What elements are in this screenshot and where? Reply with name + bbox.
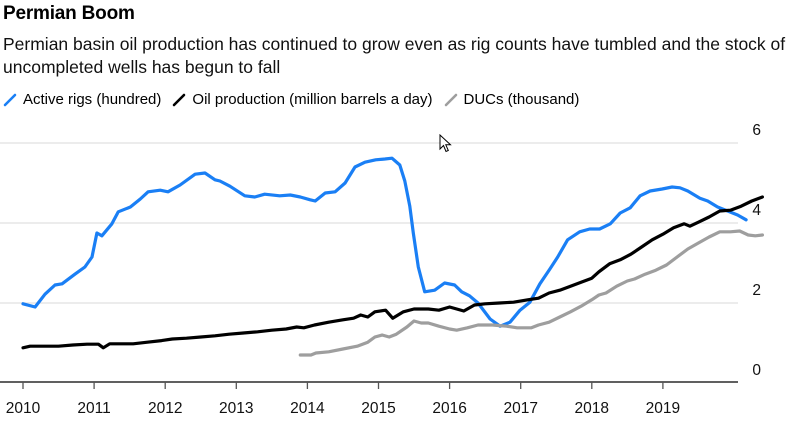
legend-label: DUCs (thousand): [463, 91, 580, 108]
x-tick-label: 2011: [77, 400, 110, 417]
line-swatch-icon: [444, 93, 457, 106]
x-axis: 2010 2011 2012 2013 2014 2015 2016 2017 2018 2019: [0, 381, 738, 417]
gridlines: [0, 142, 738, 304]
x-tick-label: 2018: [575, 400, 609, 417]
x-tick-label: 2017: [503, 400, 537, 417]
line-swatch-icon: [173, 93, 186, 106]
x-tick-label: 2016: [432, 400, 466, 417]
x-tick-label: 2019: [646, 400, 680, 417]
y-axis-labels: 0 2 4 6: [752, 122, 761, 379]
series-line-rigs: [21, 156, 748, 328]
x-tick-label: 2015: [361, 400, 395, 417]
x-tick-label: 2012: [148, 400, 182, 417]
y-tick-label: 2: [752, 282, 761, 299]
series-lines: [21, 156, 764, 357]
series-line-ducs: [298, 229, 764, 357]
line-swatch-icon: [3, 93, 17, 106]
x-tick-label: 2014: [290, 400, 325, 417]
legend-item-rigs: Active rigs (hundred): [3, 91, 161, 108]
series-line-oil-production: [21, 195, 764, 350]
chart-title: Permian Boom: [3, 3, 135, 24]
y-tick-label: 4: [752, 202, 761, 219]
legend-label: Oil production (million barrels a day): [192, 91, 433, 108]
x-tick-label: 2013: [219, 400, 253, 417]
chart-subtitle: Permian basin oil production has continu…: [3, 34, 786, 77]
legend-item-oil: Oil production (million barrels a day): [172, 91, 433, 108]
legend: Active rigs (hundred) Oil production (mi…: [3, 91, 590, 108]
legend-label: Active rigs (hundred): [23, 91, 162, 108]
y-tick-label: 0: [752, 362, 761, 379]
x-tick-label: 2010: [6, 400, 41, 417]
y-tick-label: 6: [752, 122, 761, 139]
legend-item-ducs: DUCs (thousand): [444, 91, 580, 108]
mouse-cursor-icon: [439, 134, 452, 153]
